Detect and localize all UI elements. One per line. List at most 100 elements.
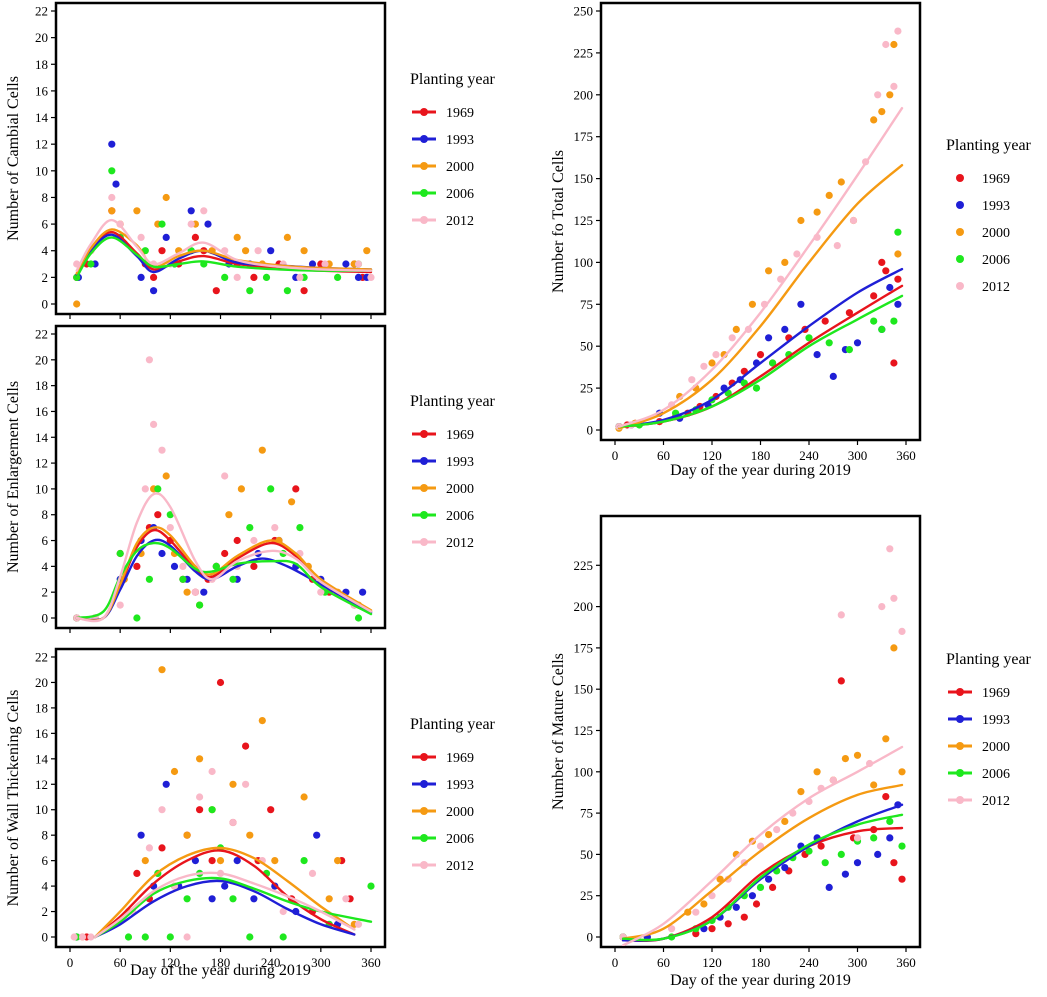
- smooth-line-2000: [75, 526, 373, 622]
- y-tick-label: 18: [35, 378, 48, 393]
- legend-label: 1993: [446, 455, 474, 470]
- data-point-1993: [208, 895, 216, 903]
- legend-item-1993: 1993: [412, 455, 474, 470]
- data-point-2000: [886, 91, 894, 99]
- data-point-2006: [894, 228, 902, 236]
- data-point-2000: [216, 857, 225, 865]
- data-point-2006: [805, 847, 813, 855]
- legend-item-1969: 1969: [956, 172, 1010, 187]
- legend-swatch-point: [956, 282, 964, 290]
- data-point-2000: [716, 875, 724, 883]
- plot-frame: [599, 514, 922, 949]
- data-point-2012: [141, 485, 149, 493]
- legend-swatch-point: [956, 688, 964, 696]
- y-tick-label: 4: [42, 559, 49, 574]
- x-tick-label: 240: [799, 448, 819, 463]
- data-point-1993: [158, 549, 166, 558]
- data-point-1969: [845, 309, 854, 317]
- legend-item-2006: 2006: [412, 832, 474, 847]
- data-point-2012: [692, 908, 700, 916]
- legend-label: 2000: [982, 740, 1010, 755]
- legend-swatch-point: [956, 796, 964, 804]
- y-tick-label: 6: [42, 217, 49, 232]
- data-point-2000: [825, 191, 833, 199]
- data-point-1993: [150, 287, 158, 295]
- data-point-2006: [145, 575, 153, 583]
- data-point-2000: [133, 207, 141, 215]
- data-point-1993: [313, 831, 321, 839]
- data-point-2012: [317, 588, 325, 596]
- data-point-2012: [158, 446, 166, 454]
- data-point-1993: [797, 300, 805, 308]
- data-point-2000: [196, 755, 204, 763]
- smooth-line-2012: [75, 492, 373, 623]
- y-tick-label: 14: [35, 110, 49, 125]
- data-point-2006: [212, 562, 220, 571]
- data-point-2000: [258, 446, 266, 454]
- data-point-2006: [154, 485, 162, 493]
- data-point-2006: [296, 524, 304, 532]
- data-point-1969: [724, 920, 732, 928]
- cambial-cells-chart: 0 2 4 6 8 10 12 14 16 18 20 22 Number of Cambial Cel…: [5, 1, 496, 319]
- data-point-1993: [359, 588, 367, 596]
- data-point-2006: [300, 857, 308, 865]
- smooth-line-2012: [621, 745, 904, 946]
- data-point-1993: [170, 562, 179, 571]
- legend-label: 1993: [446, 778, 474, 793]
- legend-label: 1993: [982, 199, 1010, 214]
- data-point-2012: [196, 793, 204, 801]
- y-tick-label: 6: [42, 533, 49, 548]
- data-point-2000: [732, 325, 740, 333]
- y-axis-label: Number of Cambial Cells: [5, 76, 22, 241]
- legend-item-2006: 2006: [956, 253, 1010, 268]
- data-point-1969: [837, 677, 845, 685]
- data-point-1993: [781, 325, 789, 333]
- data-point-2012: [700, 362, 708, 370]
- legend-swatch-point: [956, 201, 964, 209]
- data-point-1969: [292, 485, 300, 493]
- x-tick-label: 60: [657, 448, 670, 463]
- data-point-2006: [752, 384, 761, 392]
- data-point-2012: [158, 806, 166, 814]
- data-point-2006: [769, 359, 777, 367]
- data-point-1969: [708, 925, 716, 933]
- legend-label: 1969: [446, 751, 474, 766]
- legend-swatch-point: [956, 255, 964, 263]
- x-tick-label: 120: [161, 955, 181, 970]
- legend-item-1969: 1969: [948, 686, 1010, 701]
- data-point-2006: [208, 806, 216, 814]
- data-point-1993: [853, 859, 862, 867]
- data-point-2012: [145, 356, 153, 364]
- legend-swatch-point: [956, 228, 964, 236]
- x-tick-label: 120: [702, 448, 722, 463]
- data-point-2000: [334, 857, 342, 865]
- data-point-2006: [878, 325, 886, 333]
- y-tick-label: 12: [35, 456, 48, 471]
- data-point-2012: [150, 420, 158, 428]
- data-point-1993: [841, 870, 850, 878]
- data-point-1969: [821, 317, 829, 325]
- data-point-1969: [196, 806, 204, 814]
- smooth-line-1969: [93, 849, 356, 939]
- legend-label: 2006: [982, 767, 1010, 782]
- data-point-2006: [354, 614, 363, 622]
- y-tick-label: 75: [580, 297, 593, 312]
- data-point-1993: [204, 220, 212, 228]
- legend-swatch-point: [420, 538, 428, 546]
- y-tick-label: 8: [42, 507, 49, 522]
- y-tick-label: 25: [580, 381, 593, 396]
- legend-item-1993: 1993: [948, 713, 1010, 728]
- data-point-2006: [246, 524, 254, 532]
- y-tick-label: 50: [580, 847, 593, 862]
- data-point-2000: [882, 735, 890, 743]
- x-axis-label: Day of the year during 2019: [670, 972, 851, 989]
- legend-label: 1969: [446, 428, 474, 443]
- data-point-2012: [70, 933, 78, 941]
- y-tick-label: 150: [574, 682, 594, 697]
- data-point-2000: [748, 300, 757, 308]
- legend-item-2000: 2000: [412, 160, 474, 175]
- smooth-line-2006: [621, 813, 904, 942]
- data-point-2012: [187, 220, 195, 228]
- data-point-2000: [183, 831, 191, 839]
- data-point-2006: [229, 575, 237, 583]
